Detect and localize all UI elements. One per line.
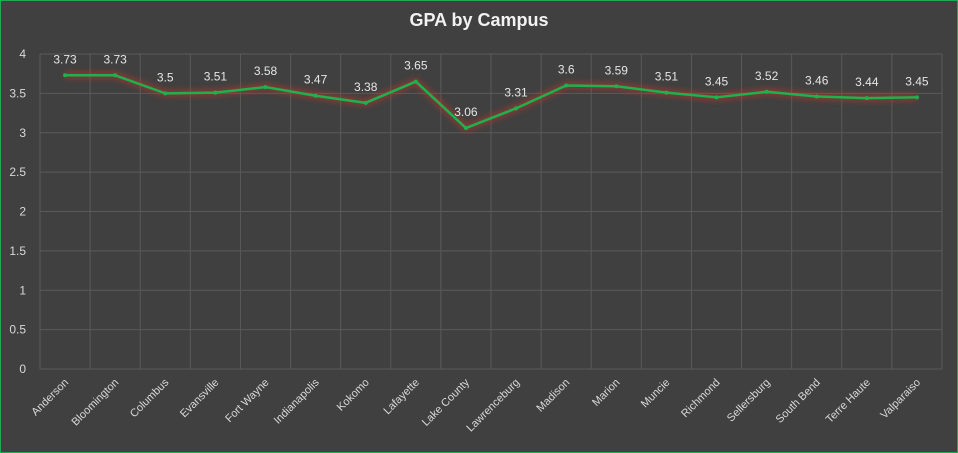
data-label: 3.73	[53, 52, 77, 66]
x-tick-label: Fort Wayne	[223, 377, 271, 425]
data-point	[213, 90, 218, 95]
data-point	[463, 126, 468, 131]
y-tick-label: 3	[19, 126, 26, 140]
y-tick-label: 0.5	[9, 323, 26, 337]
x-tick-label: Anderson	[29, 377, 71, 419]
data-point	[714, 95, 719, 100]
data-point	[864, 96, 869, 101]
data-point	[514, 106, 519, 111]
data-point	[263, 85, 268, 90]
x-tick-label: Valparaiso	[878, 377, 923, 422]
x-tick-label: Richmond	[679, 377, 723, 421]
x-tick-label: Columbus	[128, 376, 172, 420]
data-label: 3.51	[655, 70, 679, 84]
data-point	[914, 95, 919, 100]
data-labels: 3.73 3.73 3.5 3.51 3.58 3.47 3.38 3.65 3.06 3.31 3…	[53, 52, 929, 119]
data-label: 3.59	[605, 63, 629, 77]
x-tick-label: Muncie	[639, 377, 673, 411]
data-label: 3.46	[805, 74, 829, 88]
data-label: 3.45	[705, 74, 729, 88]
data-label: 3.65	[404, 59, 428, 73]
x-tick-label: Lafayette	[381, 377, 421, 417]
y-tick-label: 0	[19, 362, 26, 376]
x-tick-label: Bloomington	[70, 377, 122, 429]
x-tick-label: Evansville	[178, 377, 222, 421]
series-line-layer	[63, 71, 919, 133]
y-tick-label: 2	[19, 205, 26, 219]
data-point	[564, 83, 569, 88]
data-label: 3.52	[755, 69, 779, 83]
y-axis-ticks: 0 0.5 1 1.5 2 2.5 3 3.5 4	[9, 47, 26, 376]
x-tick-label: Sellersburg	[725, 377, 773, 425]
x-tick-label: Lawrenceburg	[464, 377, 522, 435]
data-label: 3.06	[454, 105, 478, 119]
data-point	[413, 79, 418, 84]
data-point	[163, 91, 168, 96]
y-tick-label: 1.5	[9, 244, 26, 258]
data-label: 3.38	[354, 80, 378, 94]
data-point	[764, 89, 769, 94]
y-tick-label: 2.5	[9, 165, 26, 179]
data-point	[363, 100, 368, 105]
data-label: 3.31	[504, 85, 528, 99]
data-label: 3.6	[558, 63, 575, 77]
data-label: 3.45	[905, 74, 929, 88]
series-line	[65, 74, 917, 130]
data-point	[614, 84, 619, 89]
x-tick-label: Terre Haute	[824, 377, 873, 426]
x-tick-label: Madison	[534, 377, 572, 415]
x-tick-label: Lake County	[420, 376, 473, 429]
data-point	[664, 90, 669, 95]
data-point	[814, 94, 819, 99]
y-tick-label: 3.5	[9, 86, 26, 100]
data-label: 3.5	[157, 70, 174, 84]
x-tick-label: Indianapolis	[272, 376, 322, 426]
data-point	[113, 73, 118, 78]
gridlines	[39, 53, 943, 370]
data-label: 3.73	[103, 52, 127, 66]
data-label: 3.47	[304, 73, 328, 87]
y-tick-label: 1	[19, 283, 26, 297]
data-label: 3.44	[855, 75, 879, 89]
chart-title: GPA by Campus	[409, 10, 549, 30]
data-label: 3.58	[254, 64, 278, 78]
data-label: 3.51	[204, 70, 228, 84]
x-tick-label: Kokomo	[335, 377, 372, 414]
x-tick-label: Marion	[590, 377, 622, 409]
data-point	[63, 73, 68, 78]
data-point	[313, 93, 318, 98]
y-tick-label: 4	[19, 47, 26, 61]
x-tick-label: South Bend	[774, 377, 823, 426]
